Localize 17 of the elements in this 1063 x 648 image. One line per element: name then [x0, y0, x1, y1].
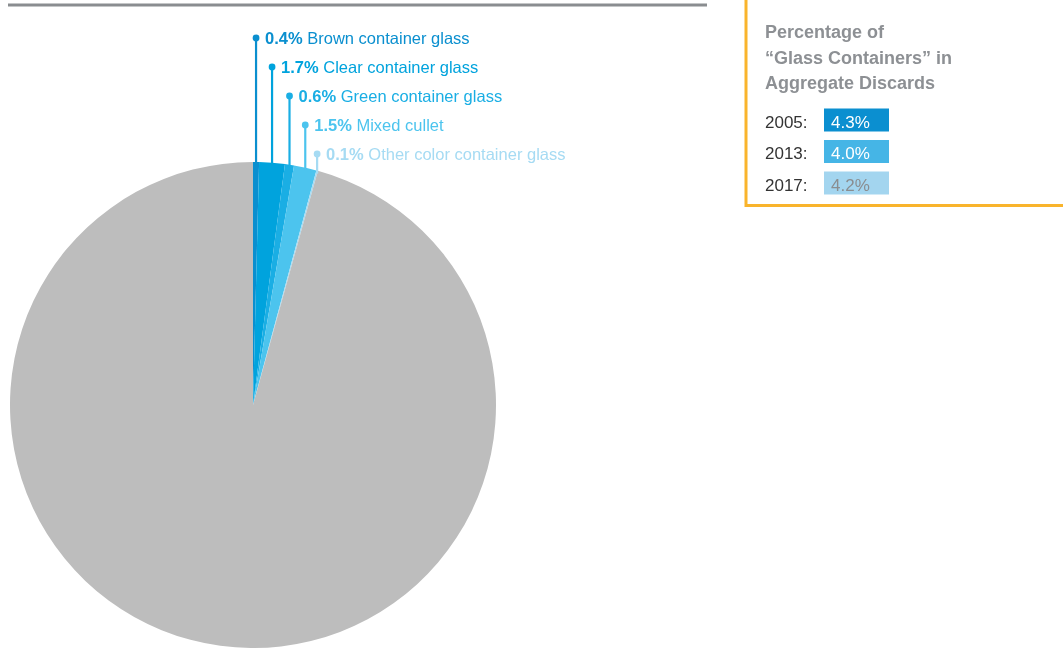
- text: 4.2%: [831, 175, 870, 195]
- data-label: 1.7%: [281, 58, 319, 76]
- slice-label: Brown container glass: [307, 29, 470, 47]
- text: 2005:: [765, 112, 808, 132]
- text: 4.0%: [831, 144, 870, 163]
- text: 4.3%: [831, 112, 870, 132]
- slice-label: Clear container glass: [323, 58, 479, 76]
- slice-label: Mixed cullet: [356, 116, 444, 134]
- text: Percentage of “Glass Containers” in Aggregate Discards: [765, 22, 953, 93]
- data-label: 1.5%: [314, 116, 353, 134]
- text: 2013:: [765, 144, 808, 163]
- data-label: 0.4%: [265, 29, 303, 47]
- data-label: 0.6%: [298, 87, 337, 105]
- slice-label: Other color container glass: [368, 145, 566, 163]
- data-label: 0.1%: [326, 145, 365, 163]
- text: 2017:: [765, 175, 808, 195]
- slice-label: Green container glass: [340, 87, 503, 105]
